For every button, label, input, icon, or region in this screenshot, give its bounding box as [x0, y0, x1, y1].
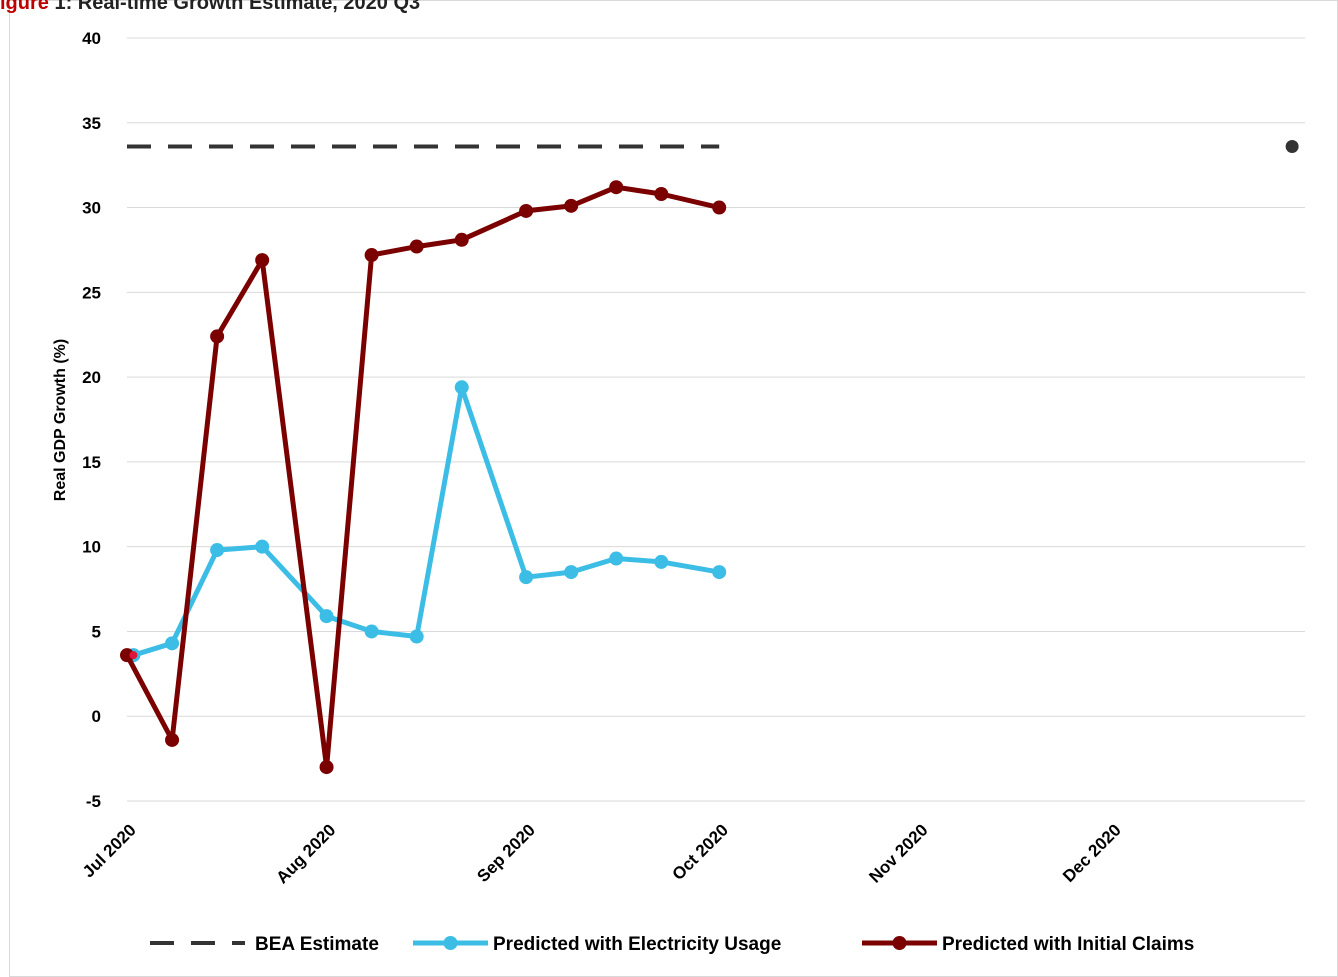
data-point-predicted-with-initial-claims [165, 732, 180, 747]
y-tick-label: 5 [92, 622, 101, 641]
figure-caption: igure 1: Real-time Growth Estimate, 2020… [0, 0, 420, 15]
data-point-predicted-with-initial-claims [712, 200, 727, 215]
legend-marker [892, 936, 907, 950]
data-point-predicted-with-initial-claims [609, 180, 624, 195]
data-point-predicted-with-electricity-usage [364, 624, 379, 639]
data-point-predicted-with-initial-claims [255, 253, 270, 268]
y-tick-label: -5 [86, 792, 101, 811]
first-point-highlight [129, 651, 138, 660]
data-point-predicted-with-initial-claims [519, 203, 534, 218]
gridlines [127, 37, 1305, 802]
legend-label: BEA Estimate [255, 934, 379, 955]
data-point-predicted-with-initial-claims [454, 232, 469, 247]
legend-item-predicted-with-initial-claims: Predicted with Initial Claims [862, 934, 1194, 955]
legend-label: Predicted with Initial Claims [942, 934, 1194, 955]
data-point-predicted-with-initial-claims [120, 648, 134, 663]
y-tick-label: 40 [82, 29, 101, 48]
data-point-predicted-with-initial-claims [210, 329, 225, 344]
legend: BEA Estimate Predicted with Electricity U… [150, 934, 1194, 955]
legend-item-bea-estimate: BEA Estimate [150, 934, 379, 955]
data-point-predicted-with-initial-claims [564, 198, 579, 213]
data-point-predicted-with-initial-claims [409, 239, 424, 254]
data-point-predicted-with-electricity-usage [165, 636, 180, 651]
data-point-predicted-with-initial-claims [654, 186, 669, 201]
series-layer [120, 140, 1299, 775]
bea-estimate-point [1285, 140, 1299, 154]
data-point-predicted-with-electricity-usage [409, 629, 424, 644]
data-point-predicted-with-electricity-usage [712, 565, 727, 580]
series-predicted-with-initial-claims [120, 180, 727, 775]
data-point-predicted-with-electricity-usage [519, 570, 534, 585]
data-point-predicted-with-initial-claims [364, 248, 379, 263]
y-tick-label: 15 [82, 453, 101, 472]
legend-marker [443, 936, 458, 950]
data-point-predicted-with-electricity-usage [255, 539, 270, 554]
y-tick-label: 30 [82, 199, 101, 218]
legend-label: Predicted with Electricity Usage [493, 934, 781, 955]
data-point-predicted-with-electricity-usage [454, 380, 469, 395]
legend-item-predicted-with-electricity-usage: Predicted with Electricity Usage [413, 934, 781, 955]
data-point-predicted-with-electricity-usage [654, 554, 669, 569]
y-tick-label: 35 [82, 114, 101, 133]
y-tick-label: 10 [82, 538, 101, 557]
data-point-predicted-with-electricity-usage [319, 609, 334, 624]
y-tick-label: 20 [82, 368, 101, 387]
y-tick-label: 0 [92, 707, 101, 726]
y-tick-labels: -5 0 5 10 15 20 25 30 35 40 [82, 29, 101, 811]
y-tick-label: 25 [82, 283, 101, 302]
y-axis-label: Real GDP Growth (%) [52, 339, 69, 501]
series-bea-estimate [127, 140, 1299, 154]
data-point-predicted-with-initial-claims [319, 760, 334, 775]
figure-caption-text: 1: Real-time Growth Estimate, 2020 Q3 [54, 0, 421, 14]
data-point-predicted-with-electricity-usage [609, 551, 624, 566]
figure-caption-label: igure [0, 0, 49, 14]
chart-frame [9, 0, 1338, 977]
data-point-predicted-with-electricity-usage [564, 565, 579, 580]
data-point-predicted-with-electricity-usage [210, 543, 225, 558]
